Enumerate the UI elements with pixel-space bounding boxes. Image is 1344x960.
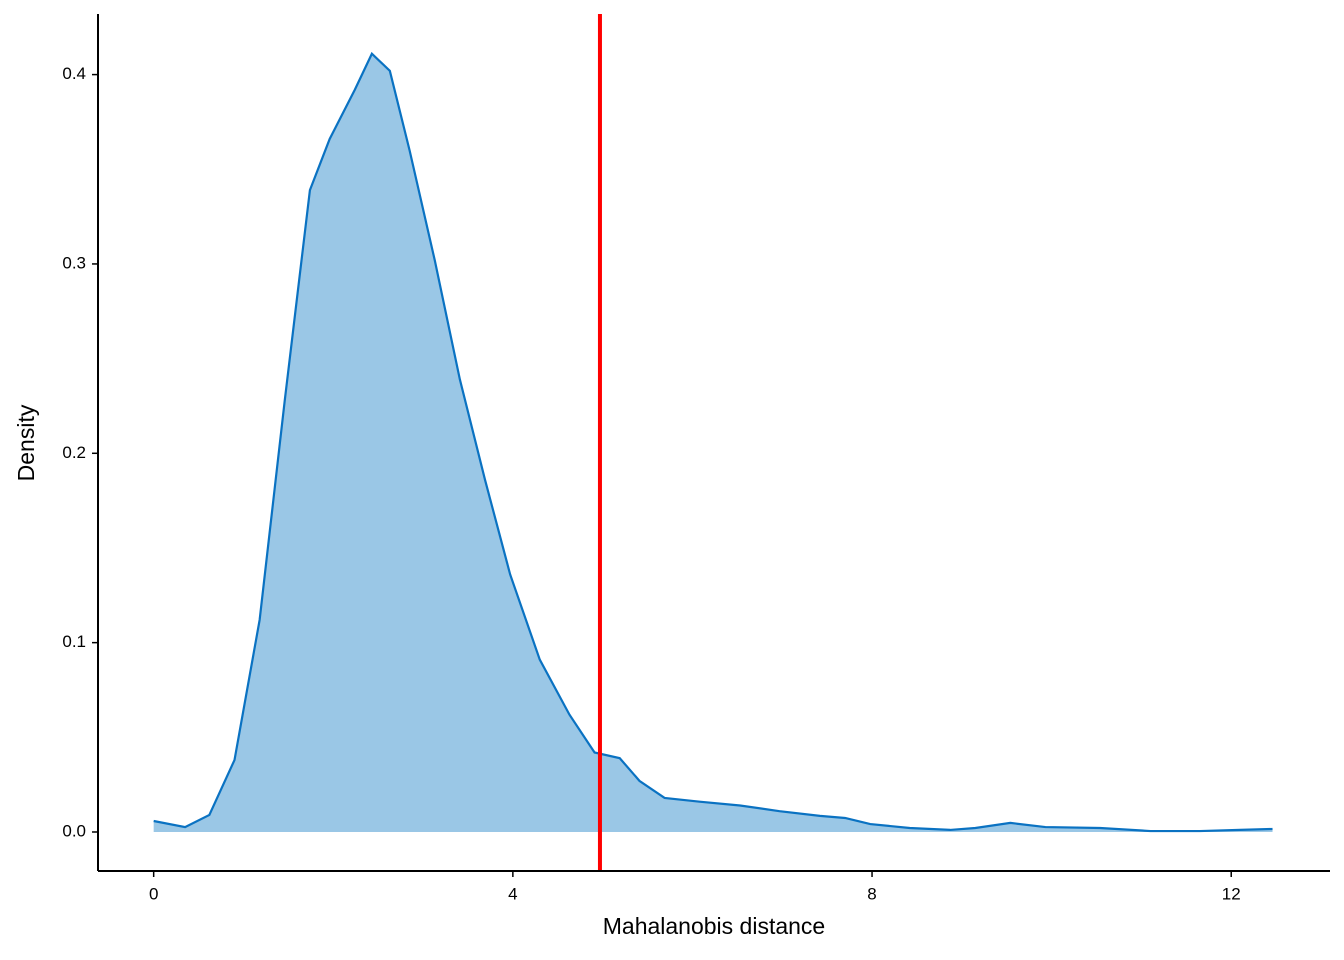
y-tick-label: 0.1 <box>62 632 86 651</box>
density-line <box>153 51 1273 833</box>
y-tick-label: 0.0 <box>62 821 86 840</box>
y-axis-title: Density <box>13 404 39 481</box>
x-tick-label: 12 <box>1222 884 1241 903</box>
x-tick-label: 4 <box>508 884 517 903</box>
y-tick-label: 0.4 <box>62 64 86 83</box>
x-tick-label: 0 <box>149 884 158 903</box>
y-tick-label: 0.3 <box>62 253 86 272</box>
y-tick-label: 0.2 <box>62 443 86 462</box>
x-tick-label: 8 <box>867 884 876 903</box>
x-axis-title: Mahalanobis distance <box>603 913 825 939</box>
density-area <box>153 53 1273 832</box>
